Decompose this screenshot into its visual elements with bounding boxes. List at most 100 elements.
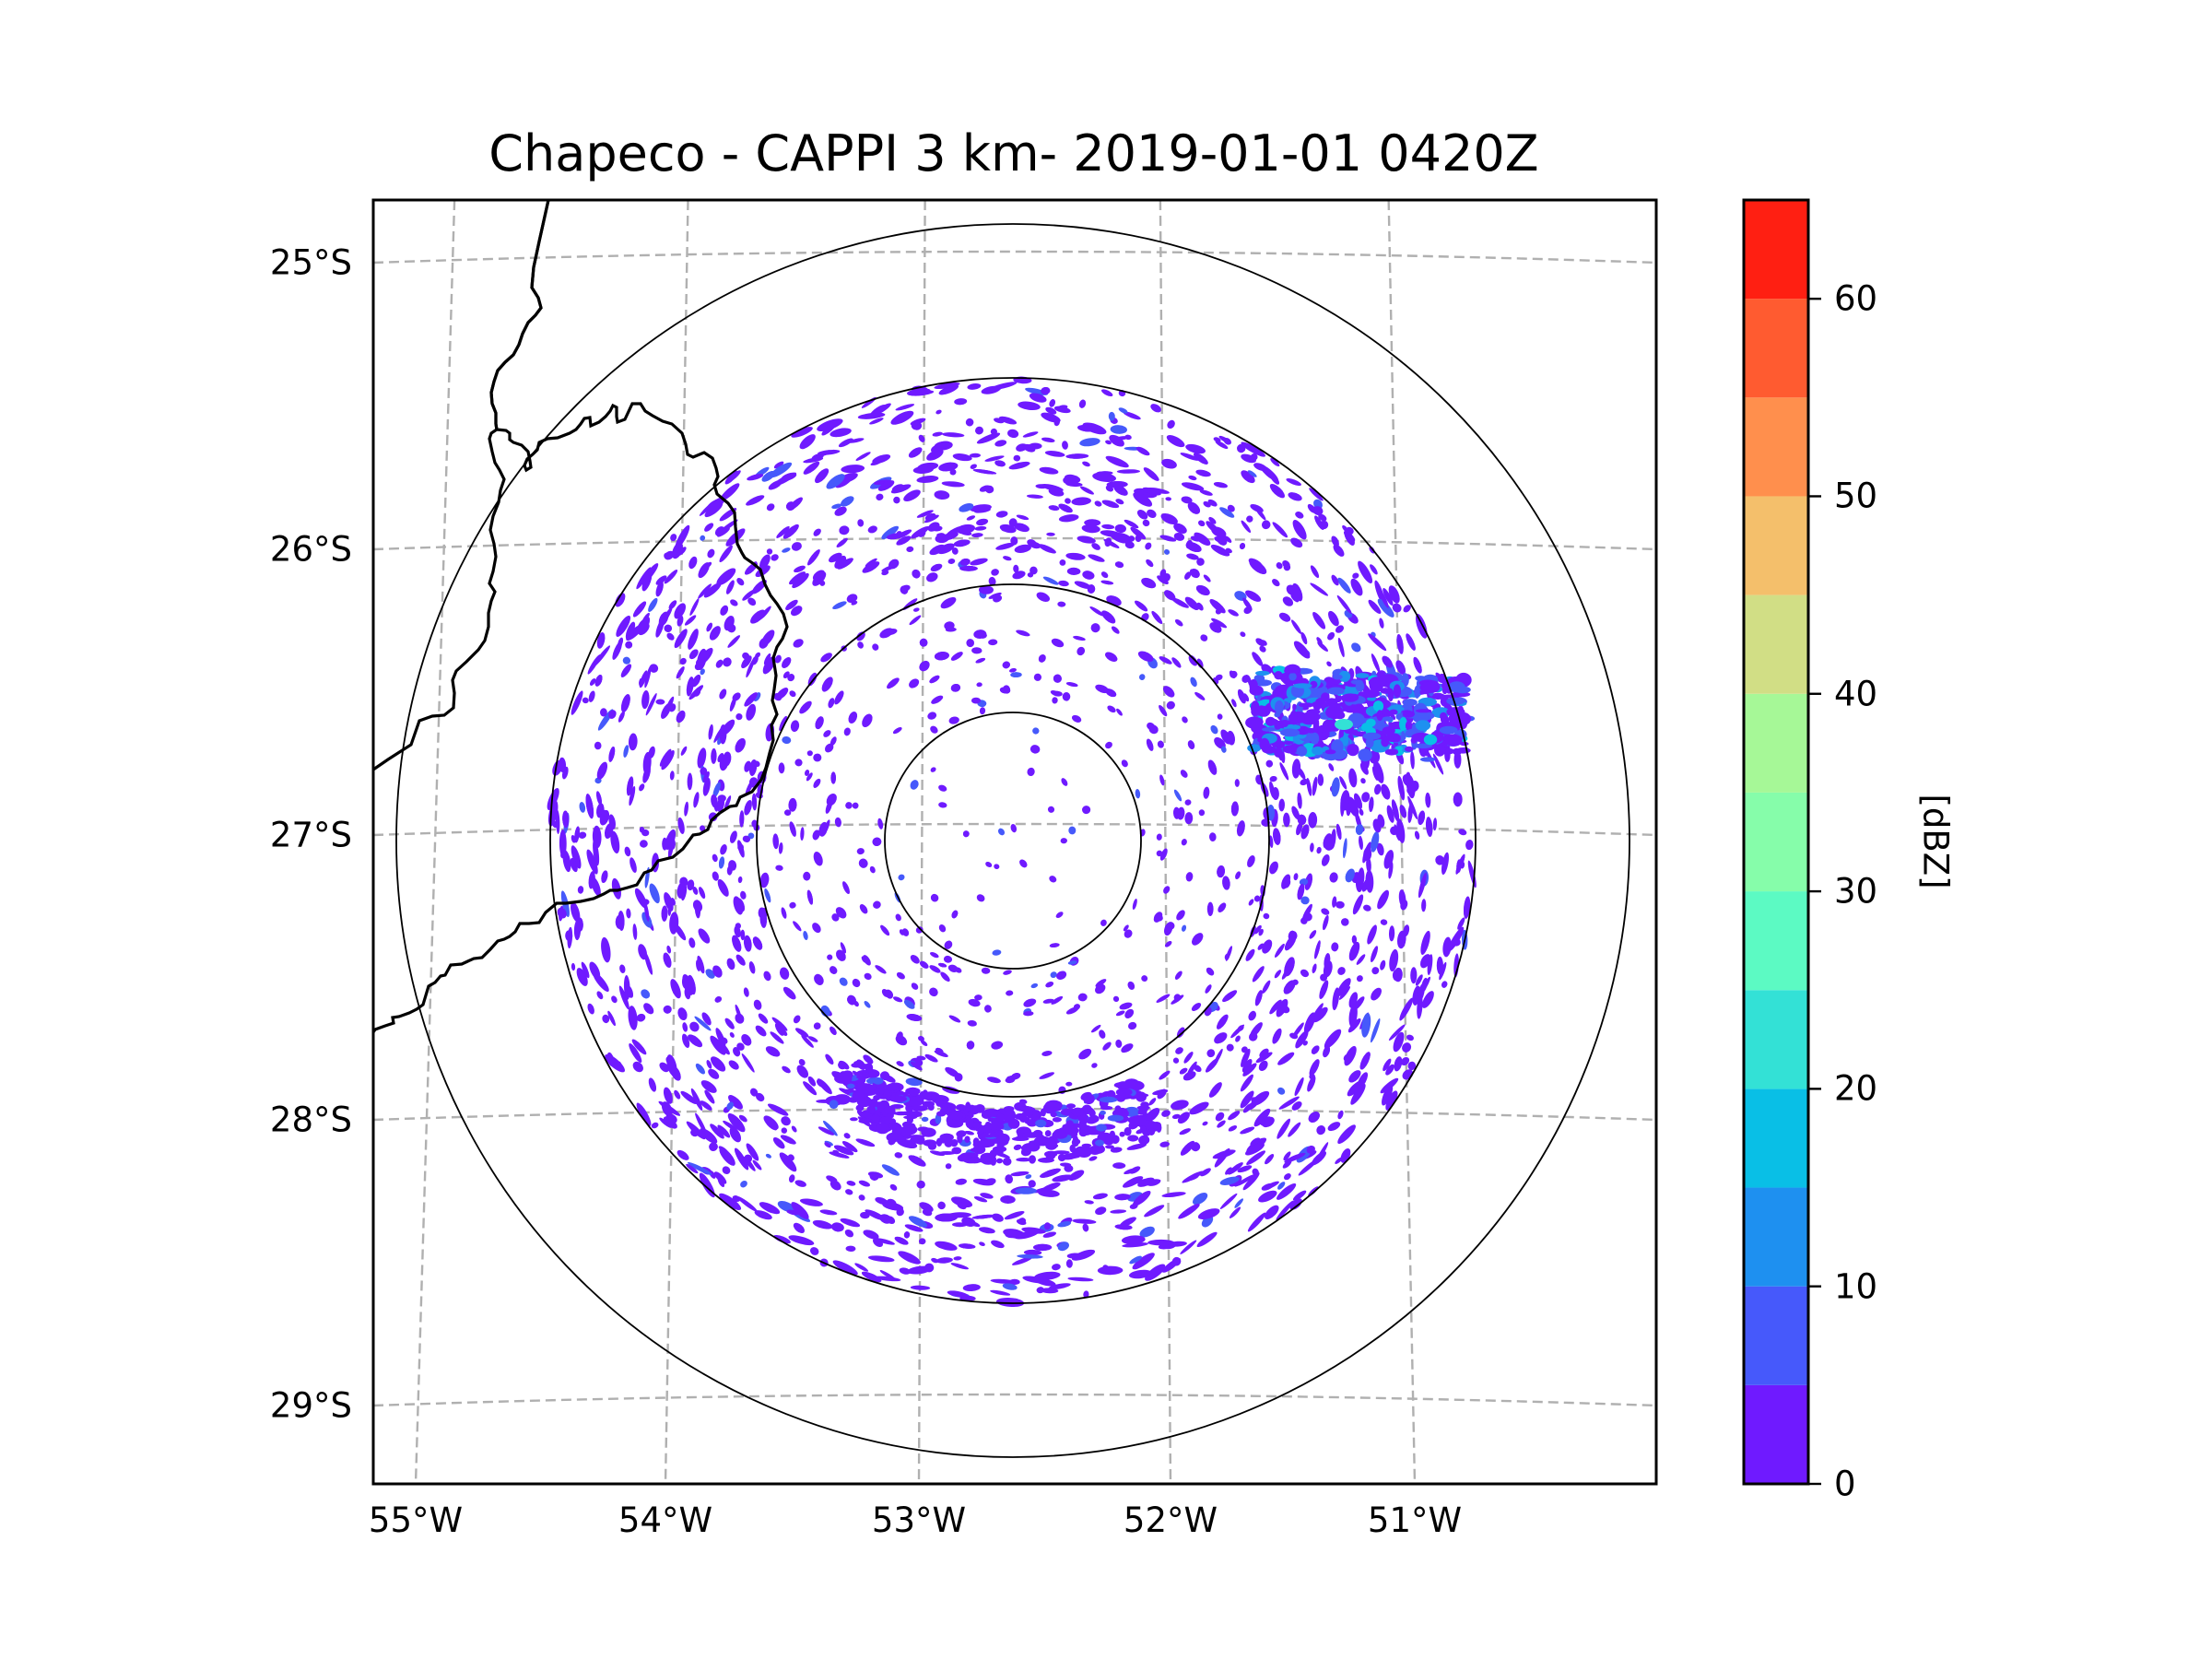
echo-cell (991, 1041, 1004, 1050)
echo-cell (1217, 1120, 1226, 1128)
echo-cell-strong (1448, 681, 1465, 693)
echo-cell (677, 882, 686, 899)
echo-cell (1277, 1182, 1297, 1200)
echo-cell (877, 480, 895, 491)
echo-cell (1064, 1153, 1081, 1159)
echo-cell (1082, 1104, 1092, 1113)
echo-cell (629, 786, 636, 806)
echo-cell (1092, 1193, 1108, 1200)
range-rings (395, 223, 1630, 1458)
echo-cell (1017, 1254, 1043, 1259)
echo-cell (1272, 1028, 1282, 1044)
echo-cell (1240, 631, 1246, 638)
echo-cell (916, 510, 934, 518)
echo-cell (966, 639, 975, 648)
echo-cell (1159, 656, 1172, 665)
echo-cell (1077, 993, 1088, 1002)
echo-cell-strong (1347, 712, 1365, 725)
echo-cell (1241, 470, 1255, 484)
echo-cell (599, 708, 607, 717)
echo-cell (1194, 453, 1208, 465)
echo-cell (887, 1134, 904, 1140)
echo-cell (1030, 745, 1041, 754)
echo-cell (1284, 957, 1295, 977)
echo-cell (663, 1005, 672, 1014)
echo-cell (806, 889, 814, 905)
colorbar-bin (1744, 1088, 1808, 1188)
echo-cell (903, 999, 915, 1009)
echo-cell (1082, 461, 1090, 467)
echo-cell (1030, 566, 1038, 575)
echo-cell (674, 603, 687, 619)
echo-cell (719, 1147, 735, 1166)
echo-cell (751, 793, 758, 811)
echo-cell (816, 1078, 826, 1088)
echo-cell (1235, 871, 1241, 880)
echo-cell (965, 1101, 971, 1112)
echo-cell (625, 641, 633, 649)
echo-cell (664, 552, 671, 560)
echo-cell (763, 971, 771, 982)
echo-cell-strong (1282, 741, 1294, 745)
echo-cell (714, 996, 722, 1003)
echo-cell (1308, 1112, 1320, 1123)
echo-cell (922, 1208, 933, 1217)
echo-cell (1337, 1110, 1344, 1120)
echo-cell (1115, 499, 1124, 505)
echo-cell (1159, 1070, 1171, 1080)
echo-cell (1048, 488, 1065, 497)
echo-cell (1159, 774, 1165, 786)
echo-cell (1376, 842, 1384, 856)
echo-cell (934, 382, 960, 390)
echo-cell (1292, 520, 1307, 540)
echo-cell (1090, 623, 1100, 633)
echo-cell (1467, 860, 1477, 888)
echo-cell (1324, 953, 1331, 970)
echo-cell (610, 830, 620, 854)
echo-cell (847, 994, 856, 1006)
echo-cell (789, 690, 796, 698)
echo-cell (1273, 828, 1281, 845)
echo-cell (1145, 1264, 1166, 1281)
echo-cell-strong (1459, 741, 1469, 747)
echo-cell-strong (1355, 673, 1370, 678)
echo-cell (1252, 1090, 1270, 1106)
colorbar-bin (1744, 990, 1808, 1089)
range-ring (549, 377, 1477, 1304)
echo-cell (931, 1257, 939, 1264)
echo-cell (1023, 1249, 1042, 1256)
echo-cell (1141, 577, 1157, 589)
echo-cell (1129, 1166, 1141, 1174)
echo-cell (1388, 585, 1400, 604)
echo-cell (817, 450, 832, 457)
echo-cell-strong (1440, 696, 1450, 707)
echo-cell (1371, 831, 1380, 853)
echo-cell (1112, 995, 1120, 1003)
echo-cell (698, 583, 712, 599)
echo-cell (803, 871, 811, 881)
echo-cell (975, 657, 986, 664)
echo-cell (934, 490, 950, 500)
echo-cell (1280, 1005, 1290, 1014)
echo-cell (1132, 1253, 1155, 1270)
echo-cell (744, 799, 752, 816)
echo-cell (959, 1243, 976, 1249)
echo-cell (1456, 859, 1462, 873)
echo-cell (1348, 992, 1359, 1008)
echo-cell (726, 1101, 735, 1111)
echo-cell (1017, 1130, 1024, 1138)
echo-cell (1137, 651, 1154, 662)
echo-cell-strong (1415, 720, 1431, 731)
echo-cell (1064, 1164, 1074, 1172)
echo-cell (967, 1157, 982, 1164)
echo-cell (967, 1105, 984, 1113)
echo-cell (877, 818, 884, 830)
echo-cell (629, 1042, 642, 1064)
echo-cell (848, 438, 865, 443)
echo-cell-strong (1369, 677, 1387, 688)
echo-cell (689, 1021, 700, 1032)
echo-cell (1065, 682, 1078, 688)
echo-cell (604, 822, 614, 840)
echo-cell (785, 599, 798, 611)
echo-cell (1337, 637, 1345, 658)
